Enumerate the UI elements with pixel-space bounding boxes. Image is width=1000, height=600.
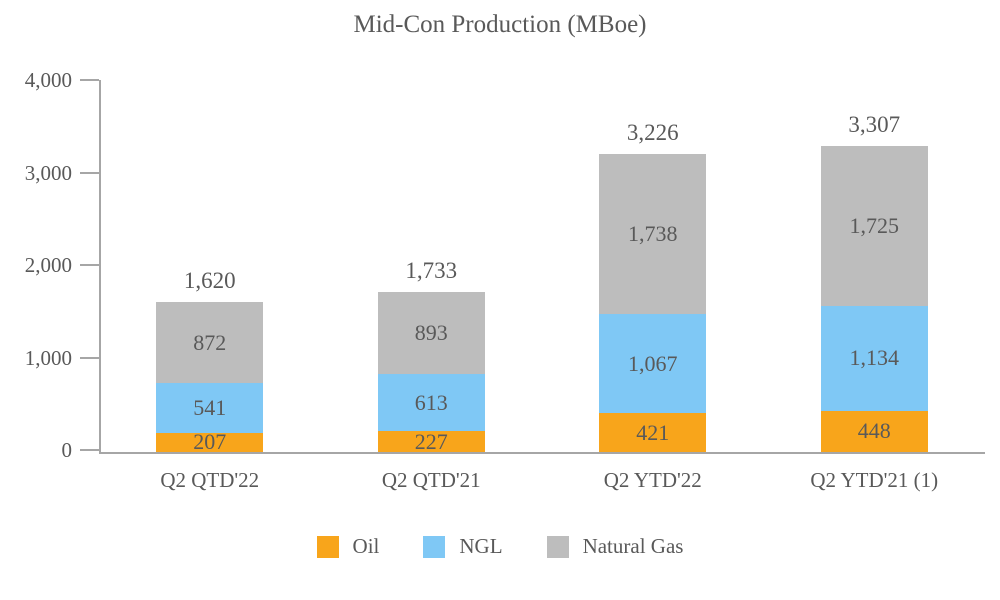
x-axis-category-label: Q2 YTD'22 (603, 468, 702, 492)
bar-segment-oil: 421 (599, 413, 707, 452)
bar-segment-natural-gas: 893 (377, 291, 485, 375)
legend-item-natural-gas: Natural Gas (546, 534, 684, 559)
bar-total-label: 3,307 (848, 112, 901, 138)
x-axis-labels: Q2 QTD'22 Q2 QTD'21 Q2 YTD'22 Q2 YTD'21 (1) (99, 466, 985, 494)
bar-segment-natural-gas: 872 (156, 302, 264, 383)
stacked-bar: 421 1,067 1,738 (599, 153, 707, 452)
bar-segment-natural-gas: 1,725 (820, 146, 928, 306)
y-axis-tick (80, 449, 99, 451)
legend-item-oil: Oil (316, 534, 380, 559)
legend-item-ngl: NGL (423, 534, 503, 559)
x-axis-category-label: Q2 QTD'22 (160, 468, 260, 492)
plot-area: 0 1,000 2,000 3,000 4,000 207 541 872 1,620 227 61… (25, 68, 985, 462)
legend-swatch-ngl (423, 535, 446, 558)
legend: Oil NGL Natural Gas (0, 534, 1000, 559)
y-axis-tick-label: 4,000 (24, 68, 72, 92)
stacked-bar: 207 541 872 (156, 302, 264, 454)
bar-total-label: 3,226 (626, 119, 679, 145)
legend-label: NGL (459, 534, 503, 558)
legend-label: Oil (352, 534, 380, 558)
chart-title: Mid-Con Production (MBoe) (353, 11, 647, 38)
x-axis-category-label: Q2 YTD'21 (1) (810, 468, 939, 492)
y-axis-tick-label: 0 (61, 438, 73, 462)
bar-total-label: 1,620 (183, 268, 236, 294)
y-axis-tick (80, 171, 99, 174)
y-axis-line (99, 80, 101, 454)
bar-segment-ngl: 1,067 (599, 314, 707, 414)
legend-label: Natural Gas (582, 534, 684, 558)
y-axis-tick-label: 2,000 (24, 253, 72, 277)
bar-segment-ngl: 541 (156, 382, 264, 433)
y-axis-tick (80, 356, 99, 359)
bar-segment-oil: 448 (820, 410, 928, 452)
y-axis-tick (80, 264, 99, 266)
stacked-bar: 448 1,134 1,725 (820, 146, 928, 452)
bar-segment-natural-gas: 1,738 (599, 153, 707, 315)
x-axis-line (99, 452, 985, 454)
bar-segment-ngl: 1,134 (820, 305, 928, 411)
stacked-bar: 227 613 893 (377, 291, 485, 454)
legend-swatch-oil (316, 535, 339, 558)
bar-segment-oil: 227 (377, 429, 485, 454)
y-axis-tick (80, 79, 99, 81)
legend-swatch-natural-gas (546, 535, 569, 558)
y-axis-tick-label: 3,000 (24, 160, 72, 185)
bar-segment-ngl: 613 (377, 374, 485, 432)
x-axis-category-label: Q2 QTD'21 (381, 468, 481, 492)
bar-total-label: 1,733 (405, 257, 458, 283)
y-axis-tick-label: 1,000 (24, 345, 72, 370)
bar-segment-oil: 207 (156, 429, 264, 454)
